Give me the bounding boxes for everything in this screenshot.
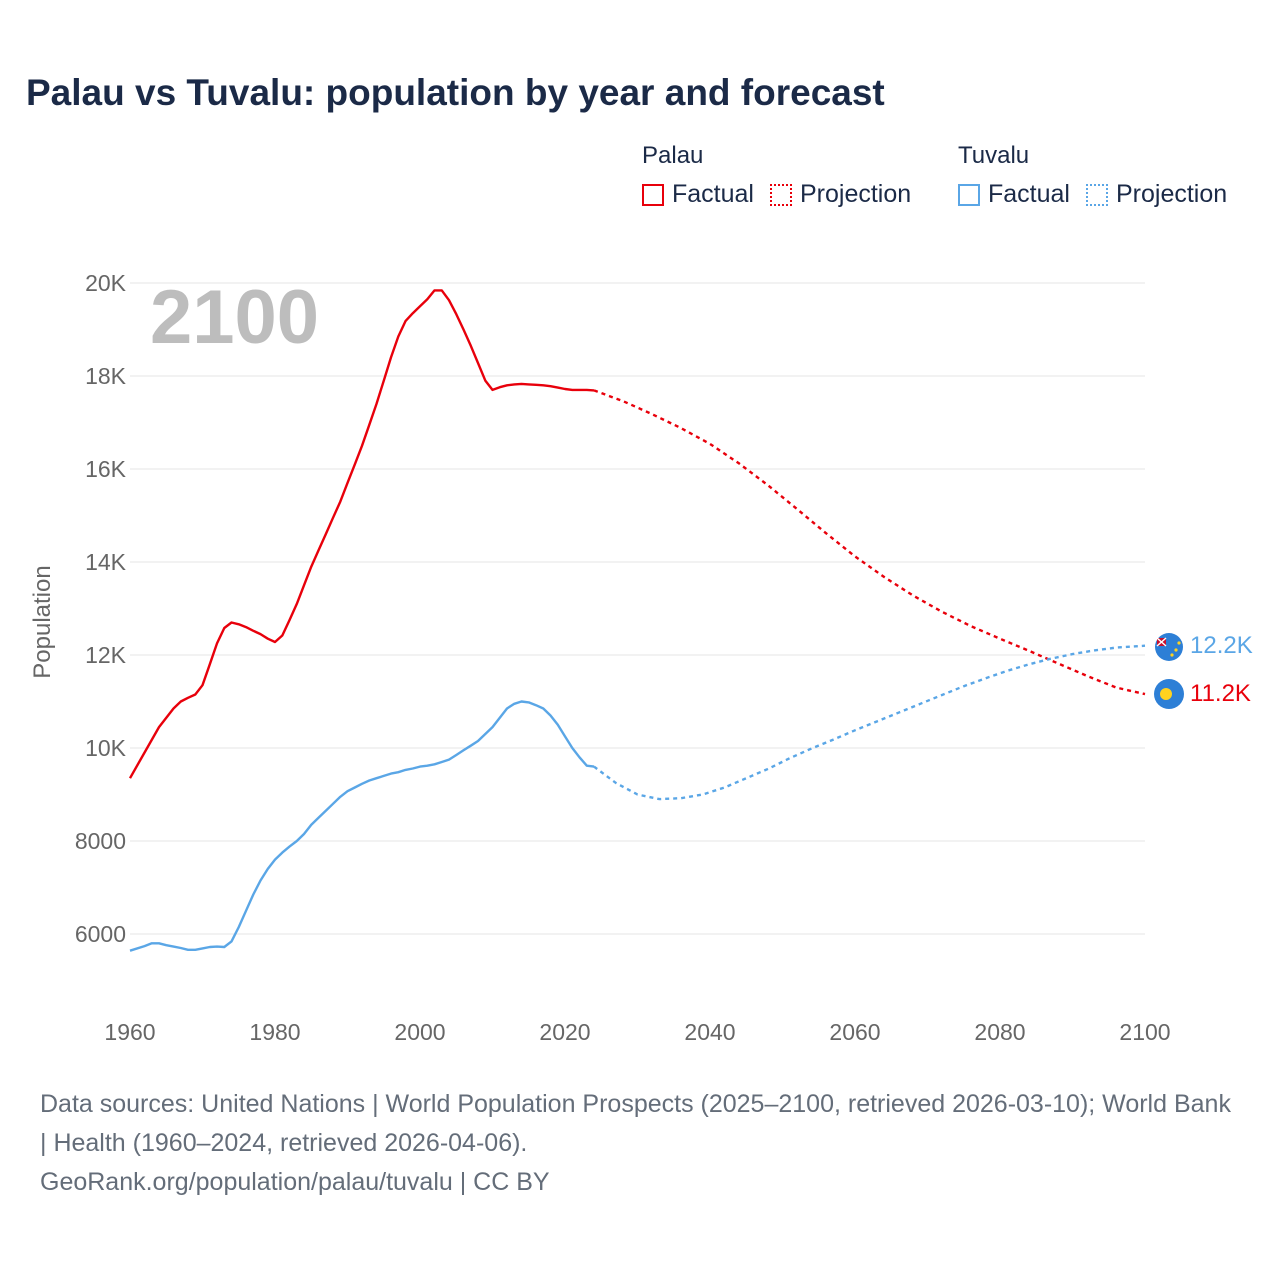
year-overlay: 2100 [150,275,319,360]
legend-group-name: Palau [642,142,704,169]
legend-group-palau: Palau Factual Projection [642,142,927,209]
x-tick-label: 1960 [104,1019,155,1045]
palau-projection-line[interactable] [593,389,1146,696]
y-axis-label: Population [29,565,56,678]
y-tick-label: 14K [85,549,127,575]
legend-item-tuvalu-factual[interactable]: Factual [958,180,1070,209]
y-tick-label: 6000 [75,921,126,947]
y-tick-label: 8000 [75,828,126,854]
y-tick-label: 10K [85,735,127,761]
x-tick-label: 2060 [829,1019,880,1045]
legend-swatch-solid [958,183,980,206]
end-label-tuvalu: 12.2K [1190,632,1253,659]
sources-text: Data sources: United Nations | World Pop… [40,1090,1231,1157]
data-sources: Data sources: United Nations | World Pop… [40,1085,1240,1202]
sources-link[interactable]: GeoRank.org/population/palau/tuvalu | CC… [40,1168,550,1196]
legend-item-palau-factual[interactable]: Factual [642,180,754,209]
x-tick-label: 2040 [684,1019,735,1045]
x-tick-label: 2020 [539,1019,590,1045]
x-axis-ticks: 1960 1980 2000 2020 2040 2060 2080 2100 [104,1019,1170,1045]
legend-item-palau-projection[interactable]: Projection [769,180,912,209]
x-tick-label: 2000 [394,1019,445,1045]
tuvalu-projection-line[interactable] [593,644,1146,801]
end-label-palau: 11.2K [1190,680,1251,707]
chart-title: Palau vs Tuvalu: population by year and … [26,72,885,113]
legend-label: Projection [1115,180,1228,208]
legend-group-name: Tuvalu [958,142,1030,169]
legend-label: Factual [672,180,754,208]
x-tick-label: 2080 [974,1019,1025,1045]
x-tick-label: 1980 [249,1019,300,1045]
tuvalu-factual-line[interactable] [129,700,595,952]
y-tick-label: 16K [85,456,127,482]
legend-label: Factual [988,180,1070,208]
y-tick-label: 18K [85,363,127,389]
y-tick-label: 12K [85,642,127,668]
legend-swatch-dotted [769,183,792,206]
series-lines [128,289,1146,952]
palau-factual-line[interactable] [128,289,595,779]
y-axis-ticks: 6000 8000 10K 12K 14K 16K 18K 20K [75,270,127,947]
x-tick-label: 2100 [1119,1019,1170,1045]
y-tick-label: 20K [85,270,127,296]
legend-group-tuvalu: Tuvalu Factual Projection [958,142,1243,209]
palau-flag-icon[interactable] [1154,679,1184,709]
legend-item-tuvalu-projection[interactable]: Projection [1085,180,1228,209]
grid-lines [130,282,1145,935]
legend-swatch-dotted [1085,183,1108,206]
tuvalu-flag-icon[interactable] [1155,633,1183,661]
end-markers [1154,633,1184,709]
legend-swatch-solid [642,183,664,206]
legend-label: Projection [799,180,912,208]
